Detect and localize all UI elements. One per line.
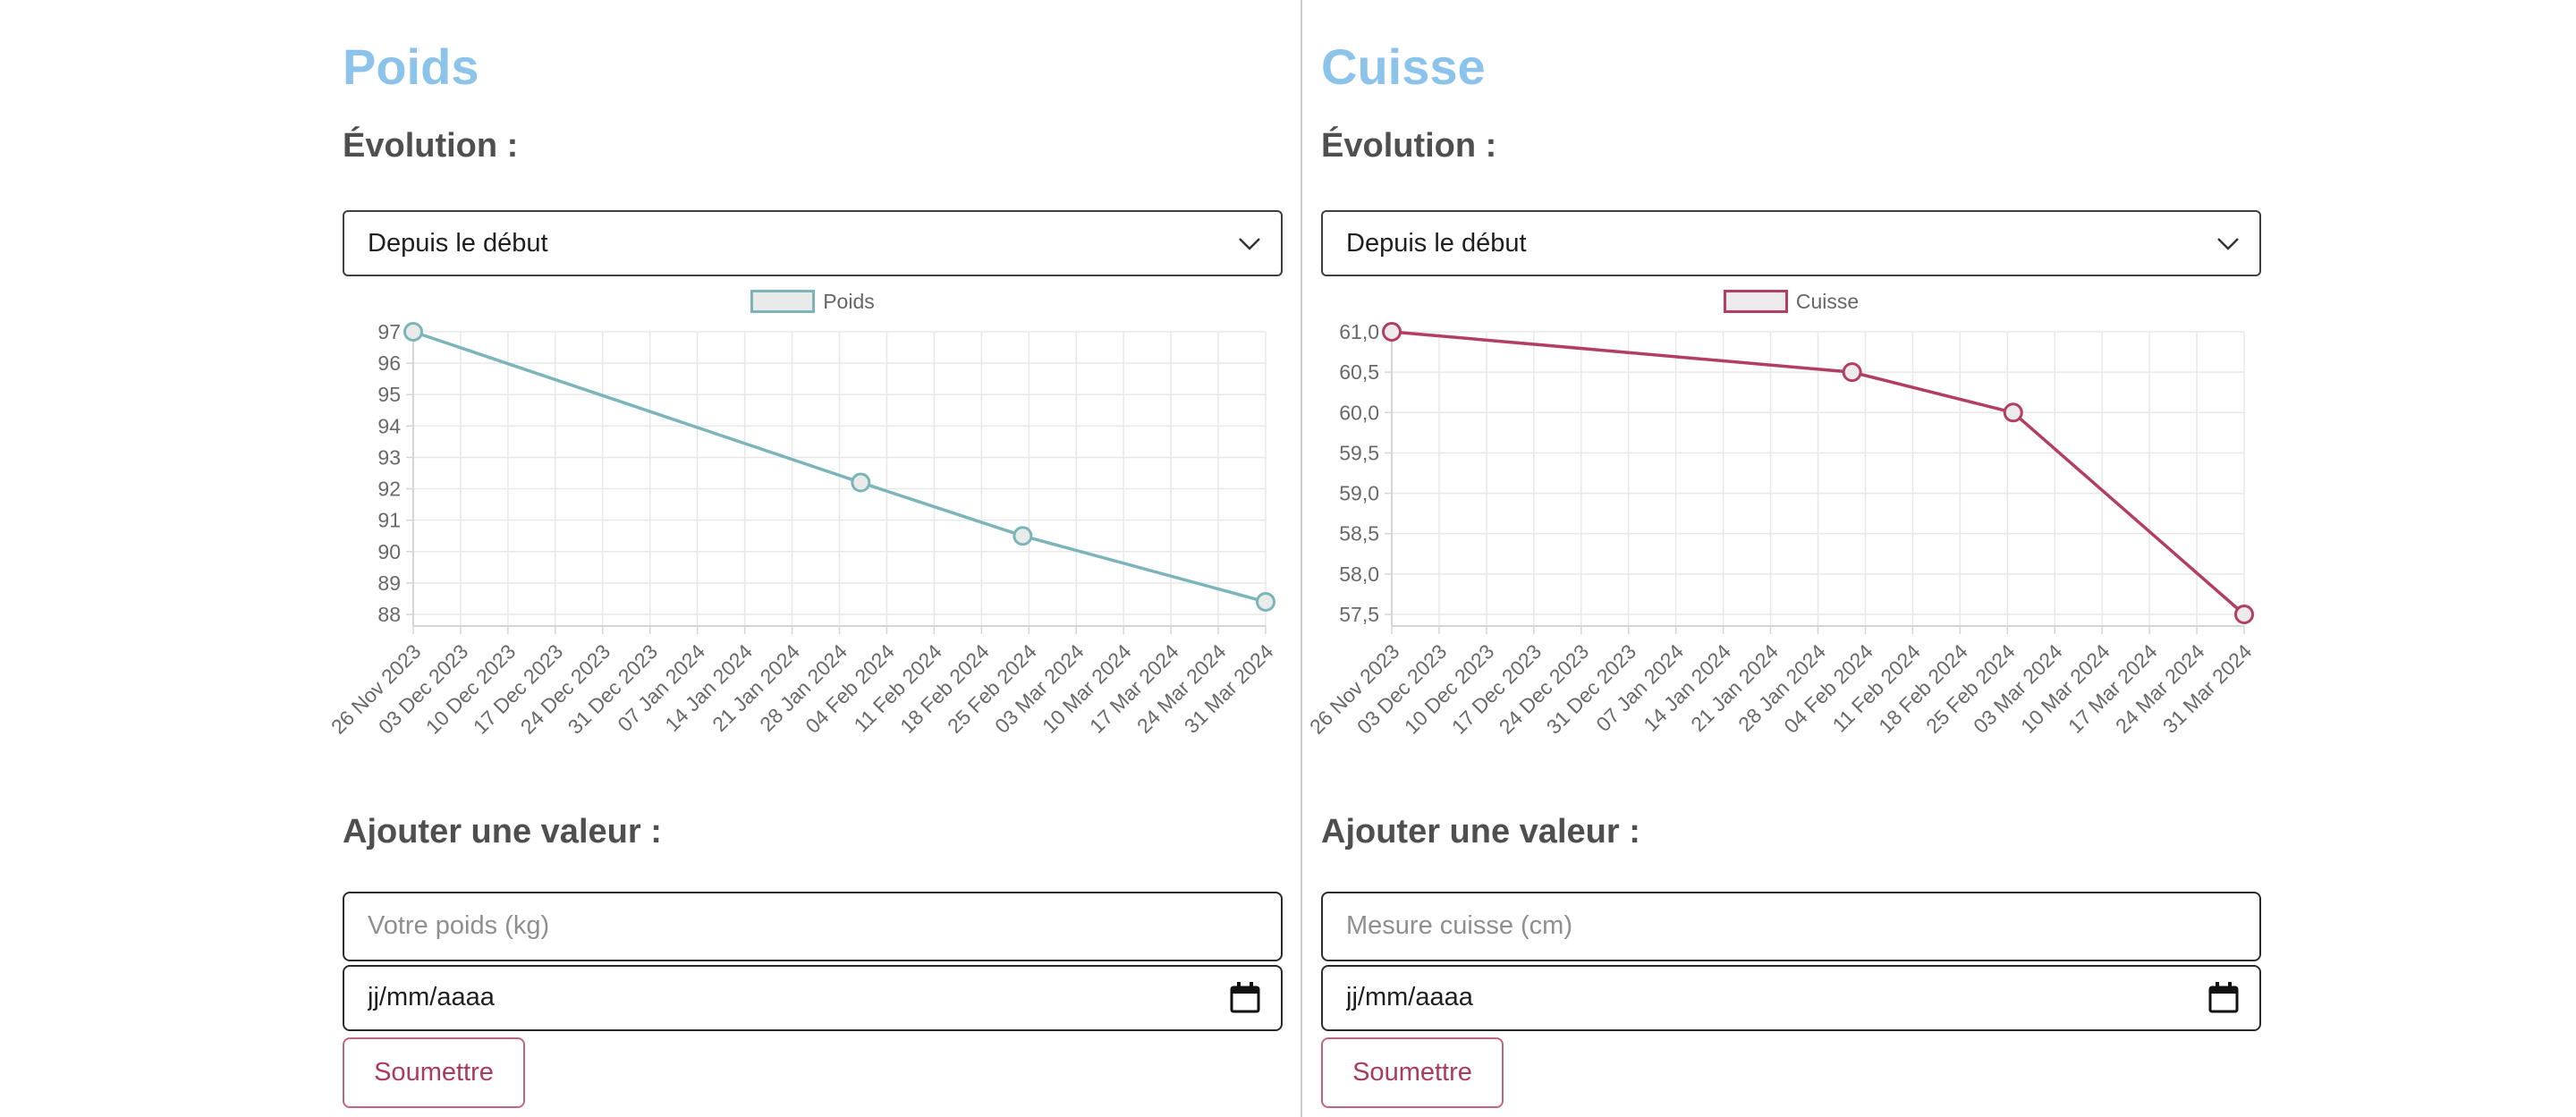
cuisse-chart-block: Cuisse 61,0 60,5 60,0 59,5 59,0 58,5 58,0 57,5 2…: [1305, 287, 2261, 768]
period-select[interactable]: Depuis le début: [343, 210, 1283, 277]
page-title-cuisse: Cuisse: [1321, 38, 1486, 95]
calendar-icon[interactable]: [1229, 981, 1261, 1015]
poids-panel: Poids Évolution : Depuis le début Poids …: [326, 0, 1283, 1108]
submit-button[interactable]: Soumettre: [1321, 1037, 1504, 1108]
page-title-poids: Poids: [343, 38, 479, 95]
svg-text:97: 97: [377, 320, 401, 343]
date-input[interactable]: [1321, 964, 2261, 1031]
svg-text:59,0: 59,0: [1339, 482, 1379, 505]
submit-button[interactable]: Soumettre: [343, 1037, 525, 1108]
svg-text:93: 93: [377, 446, 401, 470]
weight-input[interactable]: [343, 891, 1283, 961]
add-value-heading: Ajouter une valeur :: [343, 813, 662, 851]
svg-text:92: 92: [377, 478, 401, 501]
svg-text:96: 96: [377, 351, 401, 375]
add-value-heading: Ajouter une valeur :: [1321, 813, 1640, 851]
svg-text:60,5: 60,5: [1339, 360, 1379, 384]
legend-swatch: [750, 290, 816, 314]
evolution-heading: Évolution :: [343, 126, 519, 165]
cuisse-panel: Cuisse Évolution : Depuis le début Cuiss…: [1305, 0, 2261, 1108]
cuisse-chart: 61,060,560,059,559,058,558,057,526 Nov 2…: [1305, 320, 2257, 739]
period-select[interactable]: Depuis le début: [1321, 210, 2261, 277]
svg-text:94: 94: [377, 415, 401, 438]
svg-text:58,5: 58,5: [1339, 522, 1379, 546]
svg-text:91: 91: [377, 509, 401, 532]
svg-text:95: 95: [377, 384, 401, 407]
thigh-input[interactable]: [1321, 891, 2261, 961]
poids-chart-block: Poids 97 96 95 94 93 92 91 90 89 88 26 Nov 2023 03 …: [326, 287, 1283, 768]
date-input[interactable]: [343, 964, 1283, 1031]
chart-legend[interactable]: Poids: [343, 287, 1283, 316]
svg-text:61,0: 61,0: [1339, 320, 1379, 343]
svg-text:89: 89: [377, 571, 401, 595]
calendar-icon[interactable]: [2207, 981, 2240, 1015]
legend-label: Cuisse: [1795, 289, 1860, 313]
evolution-heading: Évolution :: [1321, 126, 1497, 165]
svg-text:57,5: 57,5: [1339, 603, 1379, 626]
panel-divider: [1301, 0, 1302, 1117]
svg-text:58,0: 58,0: [1339, 563, 1379, 586]
chart-legend[interactable]: Cuisse: [1321, 287, 2261, 316]
svg-text:60,0: 60,0: [1339, 402, 1379, 425]
legend-label: Poids: [823, 289, 875, 313]
svg-text:90: 90: [377, 540, 401, 563]
svg-text:88: 88: [377, 603, 401, 626]
legend-swatch: [1723, 290, 1788, 314]
svg-text:59,5: 59,5: [1339, 442, 1379, 465]
